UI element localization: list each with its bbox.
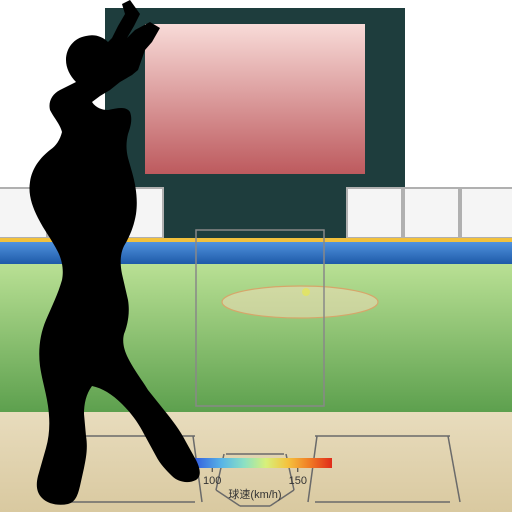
pitch-markers [302, 288, 310, 296]
pitchers-mound [222, 286, 378, 318]
stand-segment [404, 188, 459, 238]
colorbar-tick-label: 150 [289, 475, 307, 487]
scoreboard-screen [145, 24, 365, 174]
stand-segment [461, 188, 512, 238]
colorbar-label: 球速(km/h) [228, 487, 281, 501]
stadium-svg: 100 150 球速(km/h) [0, 0, 512, 512]
pitch-location-diagram: 100 150 球速(km/h) [0, 0, 512, 512]
pitch-marker [302, 288, 310, 296]
stand-segment [347, 188, 402, 238]
scoreboard-support [162, 176, 352, 238]
colorbar-tick-label: 100 [203, 475, 221, 487]
mound-ellipse [222, 286, 378, 318]
colorbar-rect [178, 458, 332, 468]
